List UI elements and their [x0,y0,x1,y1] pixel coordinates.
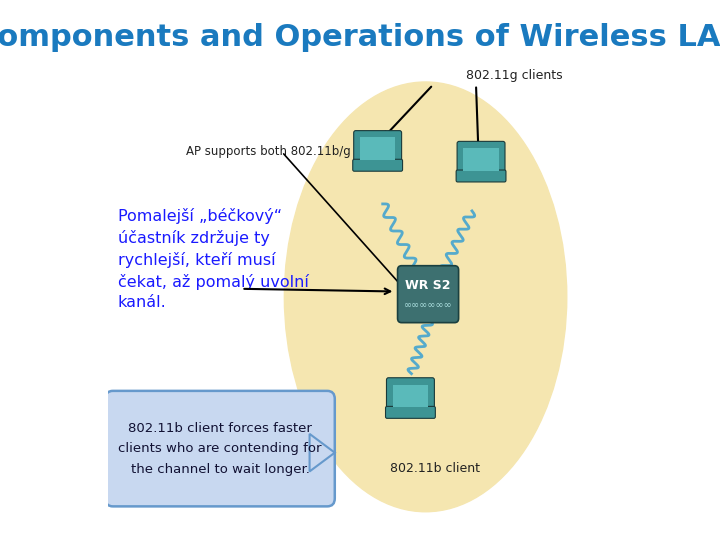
Text: ∞∞∞∞∞∞: ∞∞∞∞∞∞ [404,300,452,310]
FancyBboxPatch shape [105,391,335,507]
FancyBboxPatch shape [457,141,505,177]
Text: Pomalejší „béčkový“
účastník zdržuje ty
rychlejší, kteří musí
čekat, až pomalý u: Pomalejší „béčkový“ účastník zdržuje ty … [118,208,309,310]
Text: Components and Operations of Wireless LAN: Components and Operations of Wireless LA… [0,23,720,52]
FancyBboxPatch shape [385,407,436,418]
Text: 802.11b client forces faster
clients who are contending for
the channel to wait : 802.11b client forces faster clients who… [118,422,322,476]
FancyBboxPatch shape [456,170,506,182]
FancyBboxPatch shape [464,148,498,171]
FancyBboxPatch shape [397,266,459,322]
Text: WR S2: WR S2 [405,279,451,292]
Text: 802.11b client: 802.11b client [390,462,480,475]
Polygon shape [310,434,335,471]
Text: AP supports both 802.11b/g: AP supports both 802.11b/g [186,145,351,158]
FancyBboxPatch shape [353,159,402,171]
Text: 802.11g clients: 802.11g clients [466,69,562,82]
FancyBboxPatch shape [393,384,428,407]
Ellipse shape [284,82,567,512]
FancyBboxPatch shape [360,138,395,160]
FancyBboxPatch shape [387,378,434,413]
FancyBboxPatch shape [354,131,402,166]
